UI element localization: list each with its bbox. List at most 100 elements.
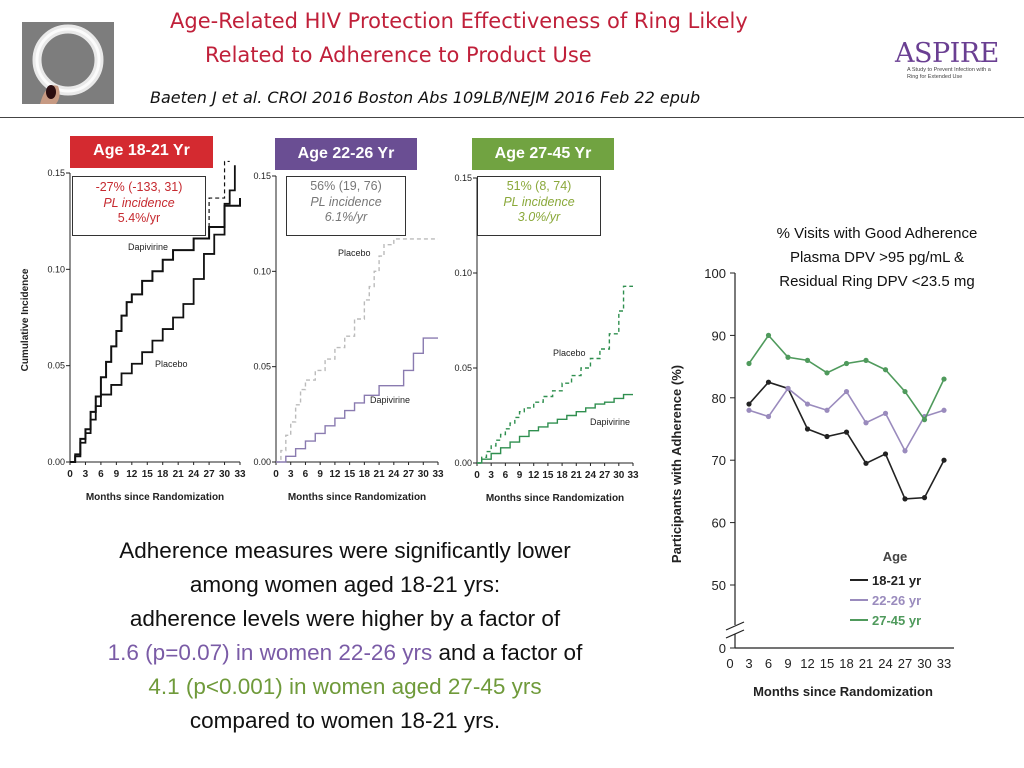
x-tick-label: 30 [418, 469, 430, 480]
stat-effect-22-26: 56% (19, 76) [310, 179, 382, 193]
series-label-placebo: Placebo [553, 348, 586, 358]
x-tick-label: 21 [859, 656, 873, 671]
adherence-point [902, 496, 908, 502]
adherence-def-line-2: Plasma DPV >95 pg/mL & [789, 249, 965, 266]
legend-label: 22-26 yr [872, 593, 921, 608]
adherence-point [843, 388, 850, 395]
x-tick-label: 6 [303, 469, 309, 480]
x-axis-label: Months since Randomization [753, 684, 933, 699]
adherence-def-line-1: % Visits with Good Adherence [776, 225, 978, 242]
x-tick-label: 18 [839, 656, 853, 671]
adherence-point [746, 360, 752, 367]
ring-photo [22, 22, 114, 104]
x-tick-label: 12 [126, 469, 138, 480]
age-box-27-45: Age 27-45 Yr [472, 138, 614, 170]
adherence-ylabel: Participants with Adherence (%) [669, 365, 684, 563]
title-line-2: Related to Adherence to Product Use [205, 43, 592, 67]
summary-line-4: 1.6 (p=0.07) in women 22-26 yrs and a fa… [40, 636, 650, 670]
y-tick-label: 0.15 [454, 173, 472, 183]
x-tick-label: 3 [288, 469, 294, 480]
x-tick-label: 18 [557, 470, 569, 481]
adherence-point [785, 354, 791, 360]
x-tick-label: 9 [517, 470, 523, 481]
x-tick-label: 33 [627, 470, 639, 481]
x-tick-label: 21 [173, 469, 185, 480]
summary-line-2: among women aged 18-21 yrs: [189, 572, 501, 597]
x-tick-label: 27 [898, 656, 912, 671]
x-tick-label: 24 [388, 469, 400, 480]
y-tick-label: 0.10 [454, 268, 472, 278]
adherence-point [941, 457, 947, 463]
x-tick-label: 27 [599, 470, 611, 481]
stat-effect-18-21: -27% (-133, 31) [95, 180, 183, 194]
y-tick-label: 0.10 [47, 264, 65, 274]
x-tick-label: 24 [585, 470, 597, 481]
x-tick-label: 0 [273, 469, 279, 480]
stat-pl-label-18-21: PL incidence [103, 195, 175, 210]
stat-pl-rate-22-26: 6.1%/yr [324, 210, 368, 224]
adherence-point [941, 407, 947, 413]
stat-effect-27-45: 51% (8, 74) [506, 179, 572, 193]
y-tick-label: 0.15 [47, 168, 65, 178]
adherence-point [824, 407, 830, 413]
panel-27-45: 0.00 0.05 0.10 0.15 0 3 6 9 12 15 18 21 24 27 30 33 Mont… [454, 173, 639, 504]
y-tick-label: 80 [712, 391, 726, 406]
stat-box-27-45: 51% (8, 74) PL incidence 3.0%/yr [477, 176, 601, 236]
legend-title: Age [883, 549, 908, 564]
panel1-ylabel: Cumulative Incidence [20, 268, 31, 371]
series-label-dapivirine: Dapivirine [590, 417, 630, 427]
adherence-point [765, 332, 772, 338]
title-line-1: Age-Related HIV Protection Effectiveness… [170, 9, 748, 33]
summary-line-4-rest: and a factor of [432, 640, 583, 665]
x-tick-label: 30 [613, 470, 625, 481]
adherence-point [863, 460, 869, 466]
adherence-point [882, 451, 889, 457]
x-tick-label: 21 [571, 470, 583, 481]
summary-line-6: compared to women 18-21 yrs. [189, 708, 501, 733]
series-dapivirine-extension [208, 160, 230, 227]
stat-pl-rate-18-21: 5.4%/yr [117, 211, 161, 225]
adherence-chart: Participants with Adherence (%) 05060708… [669, 266, 954, 699]
y-tick-label: 0.15 [253, 171, 271, 181]
incidence-charts: Cumulative Incidence 0.000.050.100.150 3 6… [20, 160, 639, 504]
series-placebo [477, 285, 633, 464]
adherence-definition: % Visits with Good Adherence Plasma DPV … [742, 222, 1012, 294]
adherence-point [746, 407, 752, 413]
y-tick-label: 100 [704, 266, 726, 281]
x-tick-label: 33 [234, 469, 246, 480]
x-tick-label: 3 [83, 469, 89, 480]
x-tick-label: 30 [917, 656, 931, 671]
adherence-point [746, 401, 752, 407]
adherence-series-22-26-yr [748, 387, 945, 453]
panel-22-26: 0.00 0.05 0.10 0.15 0 3 6 9 12 15 18 21 24 27 30 33 Mont… [253, 171, 444, 503]
summary-factor-27-45: 4.1 (p<0.001) in women aged 27-45 yrs [148, 674, 542, 699]
adherence-point [902, 388, 908, 395]
x-tick-label: 18 [359, 469, 371, 480]
x-tick-label: 0 [726, 656, 733, 671]
x-tick-label: 27 [403, 469, 415, 480]
x-tick-label: 9 [784, 656, 791, 671]
series-placebo [70, 165, 236, 463]
series-label-dapivirine: Dapivirine [370, 395, 410, 405]
y-tick-label: 0.05 [454, 363, 472, 373]
y-tick-label: 0.05 [253, 362, 271, 372]
adherence-point [882, 367, 889, 373]
x-tick-label: 3 [488, 470, 494, 481]
summary-line-1: Adherence measures were significantly lo… [119, 538, 571, 563]
y-tick-label: 90 [712, 328, 726, 343]
x-tick-label: 18 [157, 469, 169, 480]
adherence-point [863, 357, 869, 363]
x-tick-label: 15 [142, 469, 154, 480]
series-dapivirine [70, 198, 241, 463]
stat-box-22-26: 56% (19, 76) PL incidence 6.1%/yr [286, 176, 406, 236]
adherence-point [824, 433, 830, 440]
adherence-series-18-21-yr [748, 381, 945, 500]
summary-line-3: adherence levels were higher by a factor… [129, 606, 561, 631]
x-tick-label: 30 [219, 469, 231, 480]
series-label-placebo: Placebo [155, 359, 188, 369]
aspire-logo: ASPIRE A Study to Prevent Infection with… [895, 38, 999, 88]
series-dapivirine [276, 337, 438, 463]
x-tick-label: 6 [98, 469, 104, 480]
y-tick-label: 0 [719, 641, 726, 656]
series-label-dapivirine: Dapivirine [128, 242, 168, 252]
